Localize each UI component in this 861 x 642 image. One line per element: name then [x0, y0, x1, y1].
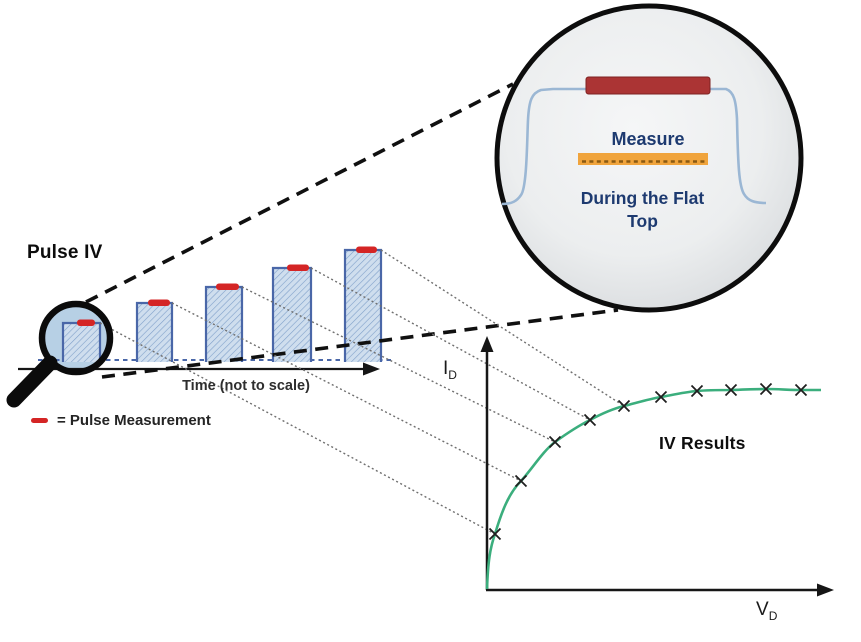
pulse-to-curve-connector	[99, 322, 496, 535]
pulse-to-curve-connectors	[99, 249, 625, 535]
data-point-x-marker	[759, 382, 773, 396]
data-point-x-marker	[724, 383, 738, 397]
iv-y-axis-arrowhead	[480, 336, 494, 352]
inset-pulse-waveform	[501, 87, 767, 206]
y-axis-label-sub: D	[448, 368, 457, 382]
pulse-bar	[345, 250, 381, 362]
pulse-measurement-mark	[77, 319, 95, 326]
iv-results-label: IV Results	[659, 433, 746, 453]
inset-measure-label: Measure	[611, 129, 685, 149]
data-point-x-marker	[548, 435, 562, 449]
time-axis-label: Time (not to scale)	[182, 378, 310, 394]
iv-x-axis-arrowhead	[817, 583, 834, 597]
data-point-x-marker	[617, 399, 631, 413]
pulse-to-curve-connector	[241, 286, 556, 443]
pulse-measurement-mark	[148, 299, 170, 306]
pulse-bar	[273, 268, 311, 362]
pulse-measurement-mark	[356, 246, 377, 253]
pulse-bar	[63, 323, 100, 362]
pulse-bar	[137, 303, 172, 362]
inset-flat-top-bar	[585, 76, 711, 95]
pulse-measurement-mark	[216, 283, 239, 290]
figure-title: Pulse IV	[27, 242, 103, 263]
inset-flat-top-label-line2: Top	[627, 210, 658, 231]
data-point-x-marker	[514, 474, 528, 488]
iv-data-points	[488, 382, 808, 541]
x-axis-label-base: V	[756, 599, 769, 620]
inset-flat-top-label: During the Flat Top	[535, 187, 750, 233]
data-point-x-marker	[488, 527, 502, 541]
iv-curve	[485, 387, 821, 590]
x-axis-label-sub: D	[768, 609, 778, 623]
pulse-bar	[206, 287, 242, 362]
data-point-x-marker	[583, 413, 597, 427]
y-axis-label-base: I	[443, 358, 449, 379]
legend-text: = Pulse Measurement	[57, 412, 211, 429]
inset-flat-top-label-line1: During the Flat	[580, 188, 705, 208]
pulse-train	[61, 246, 383, 362]
legend: = Pulse Measurement	[31, 412, 211, 429]
pulse-to-curve-connector	[380, 249, 625, 407]
zoom-cone-lower-line	[101, 308, 619, 379]
pulse-to-curve-connector	[171, 302, 522, 482]
data-point-x-marker	[690, 384, 704, 398]
pulse-measurement-mark	[287, 264, 309, 271]
y-axis-label: ID	[443, 358, 457, 382]
time-axis-arrowhead	[363, 362, 380, 376]
magnifier-ring	[38, 300, 114, 376]
data-point-x-marker	[794, 383, 808, 397]
inset-measure-ruler	[578, 153, 708, 165]
zoom-cone-upper-line	[85, 82, 514, 304]
data-point-x-marker	[654, 390, 668, 404]
pulse-measurement-key-icon	[31, 418, 48, 423]
x-axis-label: VD	[756, 599, 777, 623]
magnifier-handle	[6, 355, 58, 408]
